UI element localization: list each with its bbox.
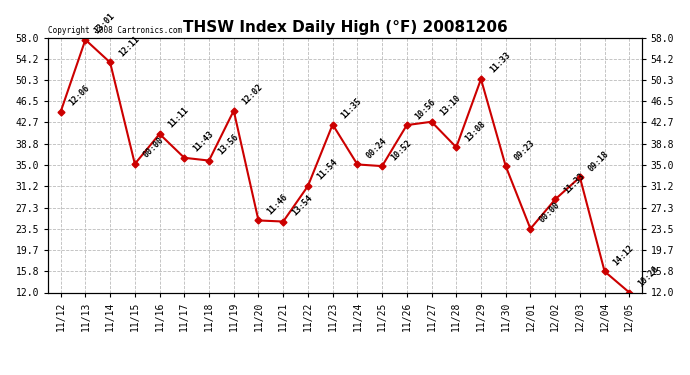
Text: 00:24: 00:24 [364,136,388,160]
Text: 11:35: 11:35 [339,96,364,120]
Text: 11:11: 11:11 [166,106,190,130]
Text: 00:00: 00:00 [141,136,166,160]
Text: 00:00: 00:00 [538,201,562,225]
Text: 12:02: 12:02 [241,82,265,106]
Text: 11:33: 11:33 [488,51,512,75]
Text: 12:11: 12:11 [117,34,141,58]
Text: 11:54: 11:54 [315,158,339,182]
Text: 09:23: 09:23 [513,138,537,162]
Text: Copyright 2008 Cartronics.com: Copyright 2008 Cartronics.com [48,26,182,35]
Text: 11:46: 11:46 [266,192,289,216]
Text: 13:56: 13:56 [216,132,240,156]
Text: 10:26: 10:26 [636,264,660,288]
Text: 13:08: 13:08 [463,119,487,143]
Text: 11:33: 11:33 [562,171,586,195]
Text: 10:52: 10:52 [389,138,413,162]
Text: 11:43: 11:43 [191,130,215,154]
Text: 14:12: 14:12 [611,243,635,267]
Text: 12:06: 12:06 [68,84,92,108]
Text: 13:01: 13:01 [92,12,117,36]
Text: 10:56: 10:56 [414,97,437,121]
Title: THSW Index Daily High (°F) 20081206: THSW Index Daily High (°F) 20081206 [183,20,507,35]
Text: 13:54: 13:54 [290,194,314,217]
Text: 09:18: 09:18 [586,149,611,173]
Text: 13:10: 13:10 [438,93,462,118]
